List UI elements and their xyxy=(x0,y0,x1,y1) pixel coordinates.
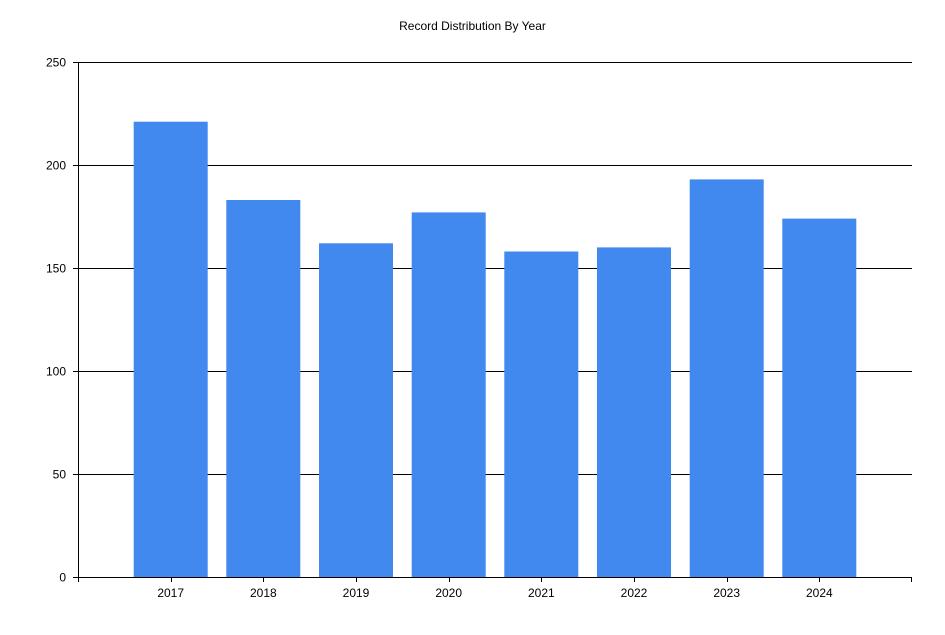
grid-lines xyxy=(78,62,912,475)
y-tick-labels: 0 50 100 150 200 250 xyxy=(46,56,66,585)
bar-2023 xyxy=(689,179,764,577)
bar-2020 xyxy=(411,212,486,577)
y-tick-label: 150 xyxy=(46,262,66,276)
bar-2024 xyxy=(782,218,857,577)
chart-title: Record Distribution By Year xyxy=(399,19,546,33)
y-tick-label: 250 xyxy=(46,56,66,70)
y-tick-label: 0 xyxy=(59,571,66,585)
x-tick-label-2019: 2019 xyxy=(343,586,370,600)
x-tick-label-2023: 2023 xyxy=(713,586,740,600)
bars xyxy=(133,121,857,578)
x-tick-labels: 2017 2018 2019 2020 2021 2022 2023 2024 xyxy=(157,586,833,600)
bar-2019 xyxy=(319,243,393,578)
y-tick-label: 100 xyxy=(46,365,66,379)
bar-2018 xyxy=(226,200,301,577)
y-tick-label: 50 xyxy=(53,468,67,482)
x-tick-label-2024: 2024 xyxy=(806,586,833,600)
x-tick-label-2021: 2021 xyxy=(528,586,555,600)
x-tick-label-2018: 2018 xyxy=(250,586,277,600)
bar-2017 xyxy=(133,121,208,577)
bar-2021 xyxy=(504,251,579,577)
bar-2022 xyxy=(597,247,671,577)
axes xyxy=(73,62,912,582)
x-tick-label-2020: 2020 xyxy=(435,586,462,600)
y-tick-label: 200 xyxy=(46,159,66,173)
x-tick-label-2017: 2017 xyxy=(157,586,184,600)
x-tick-label-2022: 2022 xyxy=(621,586,648,600)
